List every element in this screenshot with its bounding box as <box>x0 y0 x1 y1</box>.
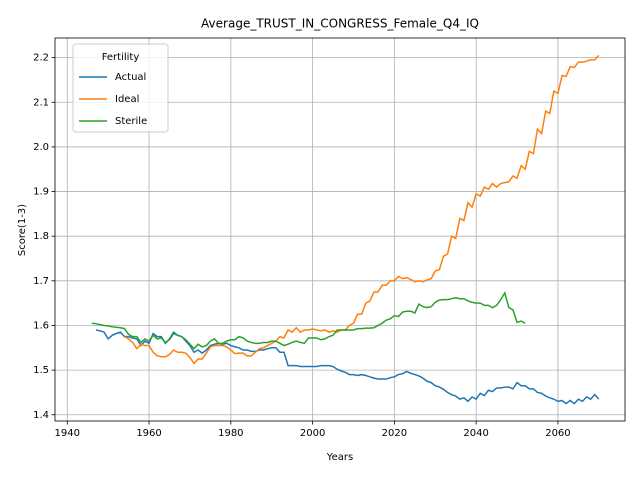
y-tick-label: 1.7 <box>33 276 49 287</box>
y-tick-label: 2.0 <box>33 142 49 153</box>
line-series <box>91 291 526 350</box>
x-tick-label: 1980 <box>218 428 243 439</box>
legend-title: Fertility <box>102 52 140 63</box>
y-tick-label: 1.6 <box>33 320 49 331</box>
chart-title: Average_TRUST_IN_CONGRESS_Female_Q4_IQ <box>201 17 479 31</box>
y-tick-label: 1.8 <box>33 231 49 242</box>
y-tick-label: 2.2 <box>33 53 49 64</box>
plot-frame <box>54 37 626 422</box>
x-tick-label: 2000 <box>300 428 325 439</box>
y-axis-label: Score(1-3) <box>17 204 28 256</box>
x-tick-label: 2040 <box>463 428 488 439</box>
y-tick-label: 1.9 <box>33 187 49 198</box>
x-tick-label: 2060 <box>545 428 570 439</box>
line-series <box>95 329 600 405</box>
legend: Fertility Actual Ideal Sterile <box>72 43 169 133</box>
y-tick-label: 1.4 <box>33 410 49 421</box>
line-series <box>124 54 600 365</box>
x-axis-label: Years <box>326 452 353 463</box>
x-tick-label: 1940 <box>55 428 80 439</box>
legend-box <box>72 43 169 133</box>
y-tick-label: 2.1 <box>33 97 49 108</box>
legend-label: Sterile <box>115 116 147 127</box>
y-tick-label: 1.5 <box>33 365 49 376</box>
legend-label: Actual <box>115 72 146 83</box>
x-tick-label: 1960 <box>136 428 161 439</box>
x-tick-label: 2020 <box>382 428 407 439</box>
legend-label: Ideal <box>115 94 139 105</box>
